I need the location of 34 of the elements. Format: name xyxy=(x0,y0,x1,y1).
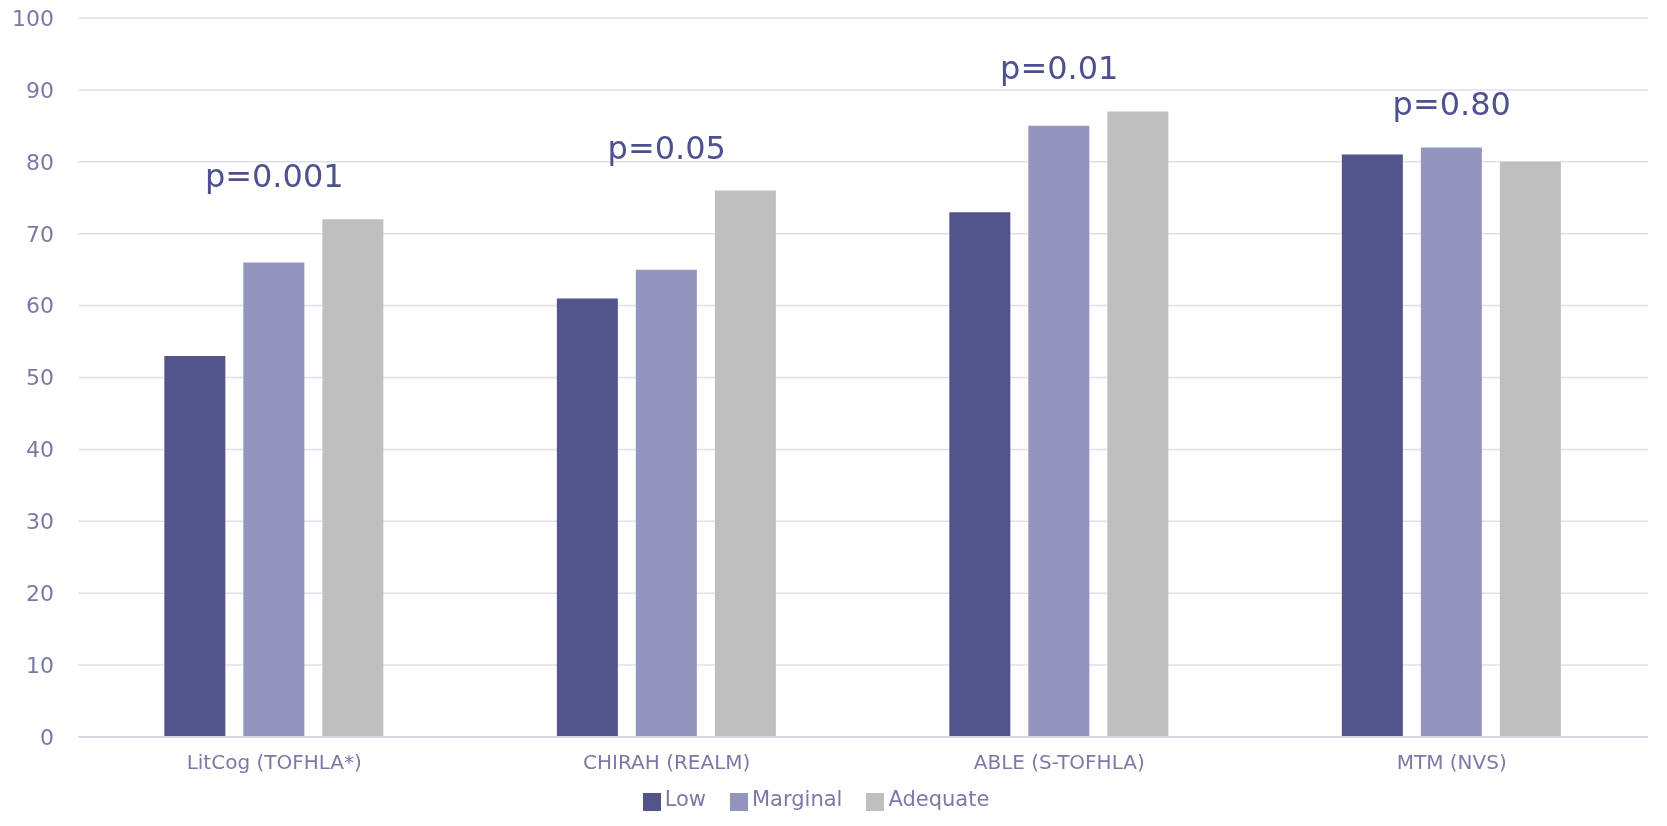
bar xyxy=(1499,161,1561,737)
y-tick-label: 0 xyxy=(40,724,54,750)
bar xyxy=(556,298,618,737)
legend-label: Adequate xyxy=(888,787,990,811)
y-tick-label: 30 xyxy=(26,509,54,535)
annotation: p=0.05 xyxy=(607,128,726,167)
x-tick-label: ABLE (S-TOFHLA) xyxy=(973,750,1145,775)
y-tick-label: 70 xyxy=(26,221,54,247)
legend-label: Low xyxy=(664,787,706,811)
bar xyxy=(1028,125,1090,737)
x-tick-label: CHIRAH (REALM) xyxy=(583,750,751,775)
bar xyxy=(1420,147,1482,737)
y-tick-label: 80 xyxy=(26,149,54,175)
y-tick-label: 40 xyxy=(26,437,54,463)
y-tick-label: 100 xyxy=(12,5,54,31)
legend-label: Marginal xyxy=(752,787,843,811)
y-tick-label: 60 xyxy=(26,293,54,319)
y-tick-label: 90 xyxy=(26,77,54,103)
bar xyxy=(1107,111,1169,737)
bar xyxy=(243,262,305,737)
annotation: p=0.80 xyxy=(1392,85,1511,124)
x-tick-label: MTM (NVS) xyxy=(1396,750,1507,775)
bar xyxy=(164,355,226,737)
y-tick-label: 10 xyxy=(26,652,54,678)
bar xyxy=(1341,154,1403,737)
annotation: p=0.01 xyxy=(1000,49,1119,88)
bar xyxy=(714,190,776,737)
x-tick-label: LitCog (TOFHLA*) xyxy=(186,750,362,775)
y-tick-label: 20 xyxy=(26,581,54,607)
bar xyxy=(949,212,1011,737)
annotation: p=0.001 xyxy=(204,157,344,196)
y-tick-label: 50 xyxy=(26,365,54,391)
bar xyxy=(322,219,384,737)
bar xyxy=(635,269,697,737)
